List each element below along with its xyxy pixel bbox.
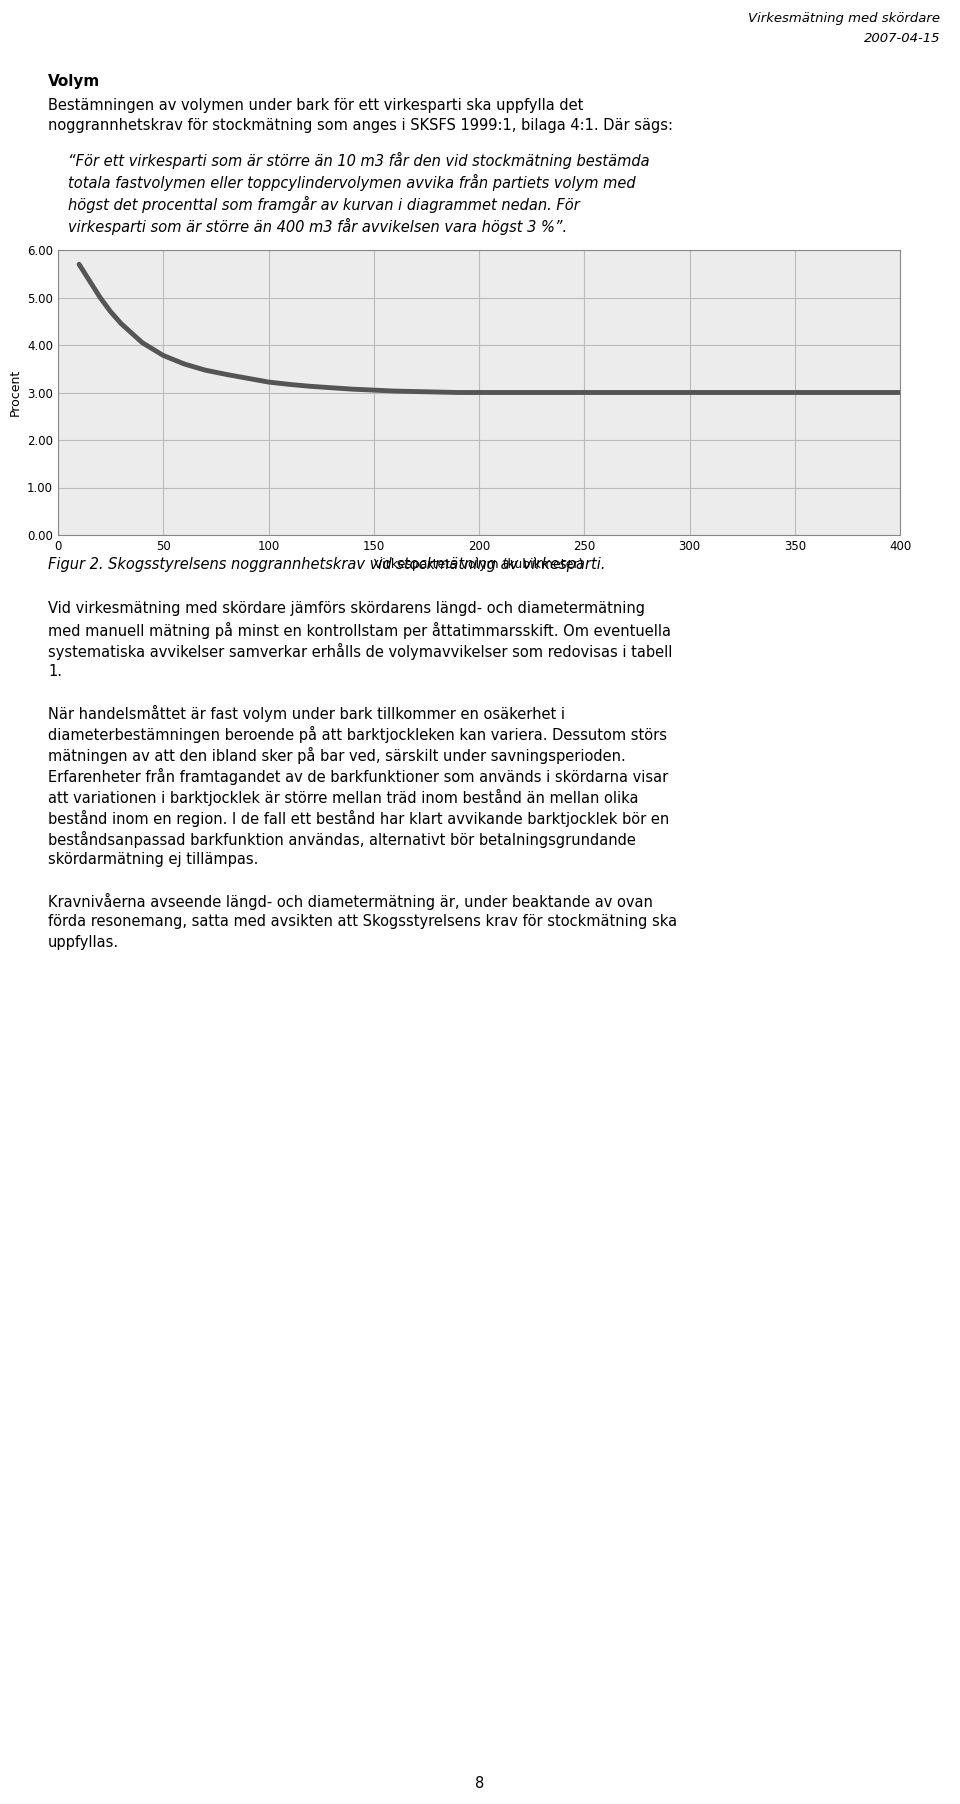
Text: uppfyllas.: uppfyllas. [48,934,119,951]
Text: Kravnivåerna avseende längd- och diametermätning är, under beaktande av ovan: Kravnivåerna avseende längd- och diamete… [48,893,653,909]
X-axis label: Virkespartets volym (kubikmeter): Virkespartets volym (kubikmeter) [374,559,584,572]
Text: noggrannhetskrav för stockmätning som anges i SKSFS 1999:1, bilaga 4:1. Där sägs: noggrannhetskrav för stockmätning som an… [48,117,673,133]
Text: diameterbestämningen beroende på att barktjockleken kan variera. Dessutom störs: diameterbestämningen beroende på att bar… [48,725,667,743]
Text: Erfarenheter från framtagandet av de barkfunktioner som används i skördarna visa: Erfarenheter från framtagandet av de bar… [48,769,668,785]
Text: 8: 8 [475,1775,485,1791]
Text: förda resonemang, satta med avsikten att Skogsstyrelsens krav för stockmätning s: förda resonemang, satta med avsikten att… [48,915,677,929]
Text: skördarmätning ej tillämpas.: skördarmätning ej tillämpas. [48,851,258,868]
Text: Bestämningen av volymen under bark för ett virkesparti ska uppfylla det: Bestämningen av volymen under bark för e… [48,97,584,114]
Text: systematiska avvikelser samverkar erhålls de volymavvikelser som redovisas i tab: systematiska avvikelser samverkar erhåll… [48,642,672,660]
Text: beståndsanpassad barkfunktion användas, alternativt bör betalningsgrundande: beståndsanpassad barkfunktion användas, … [48,832,636,848]
Text: att variationen i barktjocklek är större mellan träd inom bestånd än mellan olik: att variationen i barktjocklek är större… [48,788,638,806]
Text: högst det procenttal som framgår av kurvan i diagrammet nedan. För: högst det procenttal som framgår av kurv… [68,197,580,213]
Text: bestånd inom en region. I de fall ett bestånd har klart avvikande barktjocklek b: bestånd inom en region. I de fall ett be… [48,810,669,826]
Y-axis label: Procent: Procent [9,368,21,417]
Text: Figur 2. Skogsstyrelsens noggrannhetskrav vid stockmätning av virkesparti.: Figur 2. Skogsstyrelsens noggrannhetskra… [48,557,606,572]
Text: totala fastvolymen eller toppcylindervolymen avvika från partiets volym med: totala fastvolymen eller toppcylindervol… [68,173,636,191]
Text: med manuell mätning på minst en kontrollstam per åttatimmarsskift. Om eventuella: med manuell mätning på minst en kontroll… [48,622,671,639]
Text: 1.: 1. [48,664,62,678]
Text: 2007-04-15: 2007-04-15 [863,32,940,45]
Text: Vid virkesmätning med skördare jämförs skördarens längd- och diametermätning: Vid virkesmätning med skördare jämförs s… [48,601,645,615]
Text: Virkesmätning med skördare: Virkesmätning med skördare [748,13,940,25]
Text: mätningen av att den ibland sker på bar ved, särskilt under savningsperioden.: mätningen av att den ibland sker på bar … [48,747,626,765]
Text: “För ett virkesparti som är större än 10 m3 får den vid stockmätning bestämda: “För ett virkesparti som är större än 10… [68,152,650,170]
Text: virkesparti som är större än 400 m3 får avvikelsen vara högst 3 %”.: virkesparti som är större än 400 m3 får … [68,218,567,235]
Text: Volym: Volym [48,74,100,88]
Text: När handelsmåttet är fast volym under bark tillkommer en osäkerhet i: När handelsmåttet är fast volym under ba… [48,705,565,722]
